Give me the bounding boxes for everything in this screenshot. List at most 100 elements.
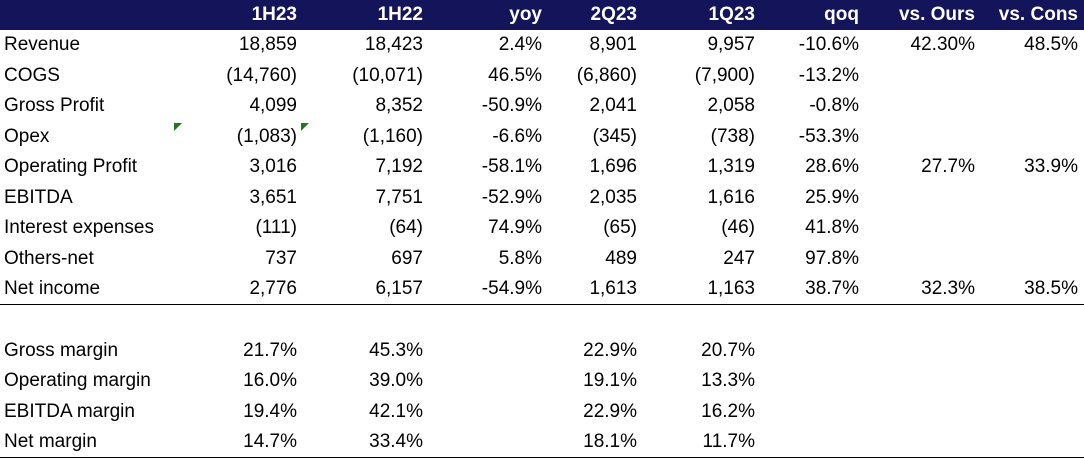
row-label[interactable]: Net income [0,274,205,305]
table-cell[interactable]: 48.5% [1024,34,1078,56]
table-cell[interactable]: (6,860) [576,64,637,86]
table-cell[interactable]: 25.9% [805,186,859,208]
table-cell[interactable]: 97.8% [805,247,859,269]
table-cell[interactable] [865,427,981,458]
table-cell[interactable] [981,122,1084,153]
table-cell[interactable]: (345) [592,125,637,147]
table-cell[interactable]: 8,352 [375,95,423,117]
table-cell[interactable] [865,91,981,122]
table-cell[interactable]: 2,041 [589,95,637,117]
table-cell[interactable] [981,427,1084,458]
row-label[interactable]: Opex [4,125,50,147]
table-cell[interactable]: 3,651 [249,186,297,208]
table-cell[interactable]: 13.3% [701,370,755,392]
table-cell[interactable]: 737 [265,247,297,269]
table-cell[interactable]: 32.3% [865,274,981,305]
table-cell[interactable] [761,366,865,397]
table-cell[interactable]: 42.30% [910,34,975,56]
table-cell[interactable]: 1,696 [589,156,637,178]
column-header[interactable]: vs. Cons [998,4,1078,25]
table-cell[interactable]: (111) [255,217,297,239]
table-cell[interactable]: 19.1% [583,370,637,392]
row-label[interactable]: COGS [4,64,60,86]
table-cell[interactable] [865,366,981,397]
table-cell[interactable] [981,61,1084,92]
table-cell[interactable] [865,397,981,428]
table-cell[interactable]: 39.0% [369,370,423,392]
table-cell[interactable]: 489 [605,247,637,269]
column-header[interactable]: 2Q23 [590,4,637,25]
table-cell[interactable]: 42.1% [369,400,423,422]
table-cell[interactable]: -6.6% [492,125,542,147]
table-cell[interactable]: 5.8% [498,247,542,269]
table-cell[interactable]: 41.8% [805,217,859,239]
table-cell[interactable]: -54.9% [429,274,548,305]
table-cell[interactable] [865,213,981,244]
table-cell[interactable] [865,61,981,92]
table-cell[interactable] [865,336,981,367]
table-cell[interactable]: (64) [389,217,423,239]
table-cell[interactable]: 20.7% [701,339,755,361]
table-cell[interactable]: 22.9% [583,400,637,422]
table-cell[interactable] [429,397,548,428]
row-label[interactable]: Gross margin [4,339,119,361]
table-cell[interactable]: 22.9% [583,339,637,361]
table-cell[interactable]: 45.3% [369,339,423,361]
table-cell[interactable] [981,244,1084,275]
table-cell[interactable] [981,183,1084,214]
table-cell[interactable]: -13.2% [798,64,859,86]
row-label[interactable]: EBITDA [4,186,73,208]
row-label[interactable]: EBITDA margin [4,400,135,422]
table-cell[interactable]: 1,616 [707,186,755,208]
column-header[interactable]: yoy [509,4,542,25]
table-cell[interactable]: 2,776 [205,274,303,305]
table-cell[interactable]: 2.4% [498,34,542,56]
table-cell[interactable]: 2,058 [707,95,755,117]
table-cell[interactable]: -0.8% [809,95,859,117]
table-cell[interactable]: 6,157 [303,274,429,305]
table-cell[interactable]: 28.6% [805,156,859,178]
table-cell[interactable]: 16.0% [243,370,297,392]
row-label[interactable]: Others-net [4,247,94,269]
table-cell[interactable] [429,427,548,458]
table-cell[interactable]: (1,083) [236,125,297,147]
column-header[interactable]: qoq [824,4,859,25]
table-cell[interactable]: 14.7% [205,427,303,458]
table-cell[interactable]: 1,319 [707,156,755,178]
table-cell[interactable]: -58.1% [481,156,542,178]
table-cell[interactable]: 8,901 [589,34,637,56]
table-cell[interactable] [981,366,1084,397]
column-header[interactable]: 1H22 [377,4,423,25]
table-cell[interactable] [429,366,548,397]
table-cell[interactable]: 247 [723,247,755,269]
column-header[interactable]: 1H23 [251,4,297,25]
table-cell[interactable]: 1,613 [548,274,643,305]
error-flag-icon[interactable] [174,123,182,131]
table-cell[interactable] [761,336,865,367]
table-cell[interactable]: -50.9% [481,95,542,117]
table-cell[interactable] [981,91,1084,122]
table-cell[interactable] [865,244,981,275]
table-cell[interactable] [429,336,548,367]
row-label[interactable]: Gross Profit [4,95,105,117]
table-cell[interactable]: 18,423 [364,34,423,56]
table-cell[interactable]: -53.3% [798,125,859,147]
table-cell[interactable]: (1,160) [362,125,423,147]
table-cell[interactable]: 27.7% [921,156,975,178]
table-cell[interactable]: 7,751 [375,186,423,208]
table-cell[interactable]: (14,760) [226,64,297,86]
header-label-cell[interactable] [0,0,205,30]
column-header[interactable]: 1Q23 [708,4,755,25]
table-cell[interactable]: 697 [391,247,423,269]
table-cell[interactable]: 33.9% [1024,156,1078,178]
table-cell[interactable]: 1,163 [643,274,761,305]
table-cell[interactable]: 9,957 [707,34,755,56]
table-cell[interactable]: 21.7% [243,339,297,361]
row-label[interactable]: Revenue [4,34,81,56]
table-cell[interactable] [761,427,865,458]
column-header[interactable]: vs. Ours [898,4,975,25]
row-label[interactable]: Interest expenses [4,217,154,239]
table-cell[interactable]: (738) [710,125,755,147]
table-cell[interactable] [865,183,981,214]
table-cell[interactable]: (7,900) [694,64,755,86]
